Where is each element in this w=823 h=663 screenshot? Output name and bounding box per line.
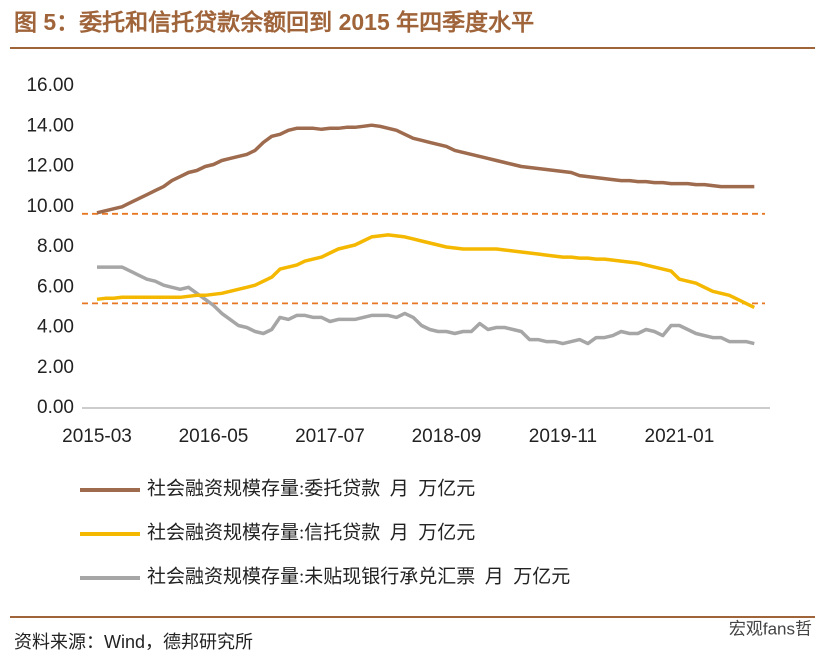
legend-label: 社会融资规模存量:委托贷款 月 万亿元 <box>147 477 475 499</box>
series-line <box>96 123 755 215</box>
y-tick-label: 12.00 <box>26 156 74 177</box>
y-tick-label: 16.00 <box>26 75 74 96</box>
x-tick-label: 2021-01 <box>645 426 715 447</box>
y-tick-label: 10.00 <box>26 196 74 217</box>
y-tick-label: 2.00 <box>37 357 74 378</box>
y-tick-label: 14.00 <box>26 115 74 136</box>
x-tick-label: 2015-03 <box>62 426 132 447</box>
watermark: 宏观fans哲 <box>729 619 812 638</box>
series-line <box>97 265 755 346</box>
source: 资料来源：Wind，德邦研究所 <box>14 632 253 652</box>
x-tick-label: 2018-09 <box>412 426 482 447</box>
legend-label: 社会融资规模存量:未贴现银行承兑汇票 月 万亿元 <box>147 565 570 587</box>
y-tick-label: 0.00 <box>37 397 74 418</box>
x-tick-label: 2017-07 <box>295 426 365 447</box>
legend-label: 社会融资规模存量:信托贷款 月 万亿元 <box>147 521 475 543</box>
x-tick-label: 2019-11 <box>529 426 597 447</box>
y-tick-label: 6.00 <box>37 276 74 297</box>
y-tick-label: 4.00 <box>37 317 74 338</box>
x-tick-label: 2016-05 <box>179 426 249 447</box>
series-line <box>96 233 756 309</box>
y-tick-label: 8.00 <box>37 236 74 257</box>
chart-title: 图 5：委托和信托贷款余额回到 2015 年四季度水平 <box>14 9 534 35</box>
